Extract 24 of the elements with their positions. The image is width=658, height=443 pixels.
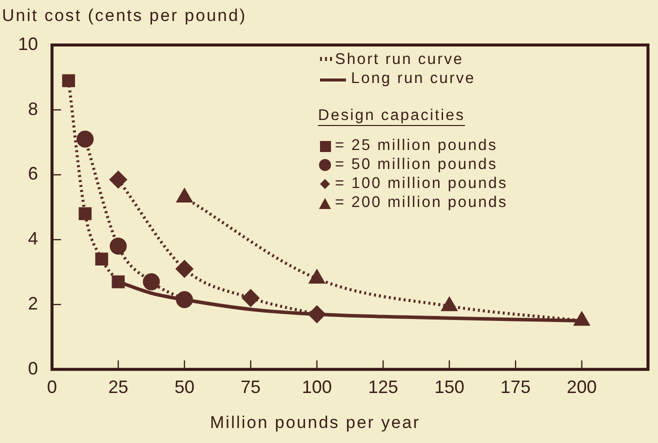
x-tick-label: 200	[566, 377, 597, 398]
y-tick-label: 4	[28, 228, 38, 249]
legend-label: = 25 million pounds	[335, 136, 498, 155]
legend-label: = 100 million pounds	[335, 174, 508, 193]
legend-label: = 200 million pounds	[335, 193, 508, 212]
y-tick-label: 2	[28, 293, 38, 314]
x-tick-label: 175	[500, 377, 531, 398]
annotation: Short run curve	[335, 50, 464, 69]
x-axis-title: Million pounds per year	[210, 413, 420, 433]
legend-label: Long run curve	[351, 69, 476, 88]
x-tick-label: 75	[240, 377, 261, 398]
legend-label: = 50 million pounds	[335, 155, 498, 174]
x-tick-label: 150	[434, 377, 464, 398]
x-tick-label: 125	[368, 377, 398, 398]
legend-title: Design capacities	[318, 106, 465, 126]
y-tick-label: 8	[28, 98, 38, 119]
y-tick-label: 0	[28, 358, 38, 378]
x-tick-label: 25	[108, 377, 128, 398]
y-tick-label: 10	[18, 34, 38, 54]
x-tick-label: 100	[302, 377, 332, 398]
y-axis-title: Unit cost (cents per pound)	[2, 6, 247, 26]
y-tick-label: 6	[28, 164, 38, 184]
x-tick-label: 0	[47, 377, 58, 398]
x-tick-label: 50	[174, 377, 194, 398]
